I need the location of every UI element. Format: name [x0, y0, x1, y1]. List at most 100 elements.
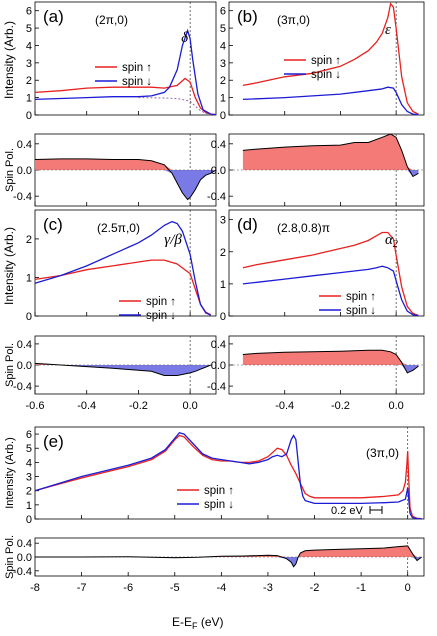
panel-e-intensity-frame	[34, 426, 425, 520]
y-tick-label: 6	[220, 6, 226, 18]
y-axis-title-spin-pol: Spin Pol.	[4, 148, 16, 192]
y-tick-label: 0	[26, 311, 32, 323]
y-tick-label: 1	[220, 279, 226, 291]
legend-spin-up-label: spin ↑	[346, 291, 376, 303]
x-axis-title-subscript: F	[192, 621, 198, 631]
series-spin-up-line	[34, 434, 422, 520]
x-tick-label: 0.0	[182, 400, 197, 412]
momentum-label: (2.5π,0)	[97, 221, 140, 235]
series-spin-up-line	[242, 231, 419, 317]
y-tick-label: 0.4	[211, 139, 226, 151]
spin-pol-line	[34, 362, 211, 376]
y-tick-label: 6	[26, 6, 32, 18]
x-tick-label: -3	[263, 582, 273, 594]
y-tick-label: 1	[26, 272, 32, 284]
y-tick-label: 4	[26, 40, 32, 52]
series-spin-down-line	[242, 86, 419, 116]
y-tick-label: 2	[220, 247, 226, 259]
y-axis-title-intensity: Intensity (Arb.)	[2, 227, 16, 305]
y-tick-label: 1	[26, 93, 32, 105]
spin-pol-line	[242, 349, 419, 374]
y-tick-label: 0.4	[211, 339, 226, 351]
momentum-label: (3π,0)	[277, 13, 310, 27]
panel-d-intensity-frame	[228, 209, 425, 317]
x-tick-label: -8	[30, 582, 40, 594]
momentum-label: (2π,0)	[95, 13, 128, 27]
y-tick-label: 0.0	[211, 360, 226, 372]
peak-label-subscript: 2	[393, 239, 398, 250]
spin-pol-positive-fill	[35, 158, 216, 170]
x-tick-label: -4	[216, 582, 226, 594]
legend-spin-down-label: spin ↓	[122, 76, 152, 88]
legend-spin-down-label: spin ↓	[146, 310, 176, 322]
legend-spin-up-label: spin ↑	[204, 485, 234, 497]
spin-pol-line	[242, 133, 419, 178]
y-tick-label: 0	[26, 514, 32, 526]
legend-spin-down-label: spin ↓	[311, 69, 341, 81]
y-tick-label: -0.4	[13, 191, 32, 203]
legend-spin-up-label: spin ↑	[146, 296, 176, 308]
peak-label: δ	[181, 30, 189, 46]
panel-b-intensity-frame	[228, 1, 425, 116]
spin-pol-line	[34, 158, 217, 201]
y-axis-title-intensity: Intensity (Arb.)	[4, 437, 16, 509]
y-tick-label: 0.0	[17, 165, 32, 177]
momentum-label: (2.8,0.8)π	[277, 221, 330, 235]
peak-label: γ/β	[164, 232, 182, 248]
y-tick-label: 0	[220, 110, 226, 122]
y-tick-label: 3	[26, 58, 32, 70]
y-tick-label: 3	[220, 215, 226, 227]
spin-pol-line	[35, 545, 422, 568]
y-tick-label: 6	[26, 429, 32, 441]
panel-label: (e)	[43, 432, 64, 451]
peak-label: ε	[385, 22, 391, 38]
y-tick-label: 2	[26, 234, 32, 246]
series-background-line	[138, 97, 211, 115]
spin-pol-negative-fill	[242, 170, 419, 177]
y-tick-label: 0.4	[17, 139, 32, 151]
spin-pol-positive-fill	[242, 134, 419, 170]
y-tick-label: 4	[220, 40, 226, 52]
x-tick-label: -0.4	[77, 400, 96, 412]
y-tick-label: 4	[26, 457, 32, 469]
y-tick-label: -0.4	[207, 191, 226, 203]
x-tick-label: 0.0	[388, 400, 403, 412]
x-axis-title: E-EF (eV)	[172, 615, 224, 631]
x-tick-label: -0.6	[26, 400, 45, 412]
y-tick-label: 3	[26, 472, 32, 484]
y-tick-label: -0.4	[207, 381, 226, 393]
y-tick-label: 1	[26, 500, 32, 512]
x-tick-label: -0.4	[275, 400, 294, 412]
y-tick-label: 1	[220, 93, 226, 105]
y-tick-label: 0.4	[17, 339, 32, 351]
x-tick-label: -1	[356, 582, 366, 594]
panel-label: (c)	[43, 215, 63, 234]
panel-c-intensity-frame	[34, 209, 217, 317]
series-spin-up-line	[34, 259, 212, 316]
spin-pol-negative-fill	[35, 365, 211, 376]
spin-pol-negative-fill	[35, 557, 422, 567]
scale-bar-label: 0.2 eV	[331, 505, 363, 517]
y-tick-label: 2	[220, 75, 226, 87]
panel-label: (b)	[237, 7, 258, 26]
y-tick-label: -0.4	[13, 381, 32, 393]
spin-pol-positive-fill	[35, 545, 422, 557]
y-axis-title-spin-pol: Spin Pol.	[4, 343, 16, 387]
y-tick-label: 0	[220, 311, 226, 323]
x-tick-label: -6	[123, 582, 133, 594]
legend-spin-up-label: spin ↑	[122, 62, 152, 74]
y-tick-label: 5	[26, 23, 32, 35]
legend-spin-down-label: spin ↓	[346, 305, 376, 317]
panel-label: (a)	[43, 7, 64, 26]
y-axis-title-intensity: Intensity (Arb.)	[2, 21, 16, 99]
series-spin-down-line	[242, 265, 419, 317]
series-spin-down-line	[34, 431, 422, 520]
y-tick-label: 0	[26, 110, 32, 122]
y-tick-label: 0.0	[17, 552, 32, 564]
y-tick-label: 5	[220, 23, 226, 35]
spin-pol-negative-fill	[242, 365, 419, 373]
y-tick-label: 2	[26, 486, 32, 498]
x-tick-label: -5	[170, 582, 180, 594]
y-tick-label: 5	[26, 443, 32, 455]
